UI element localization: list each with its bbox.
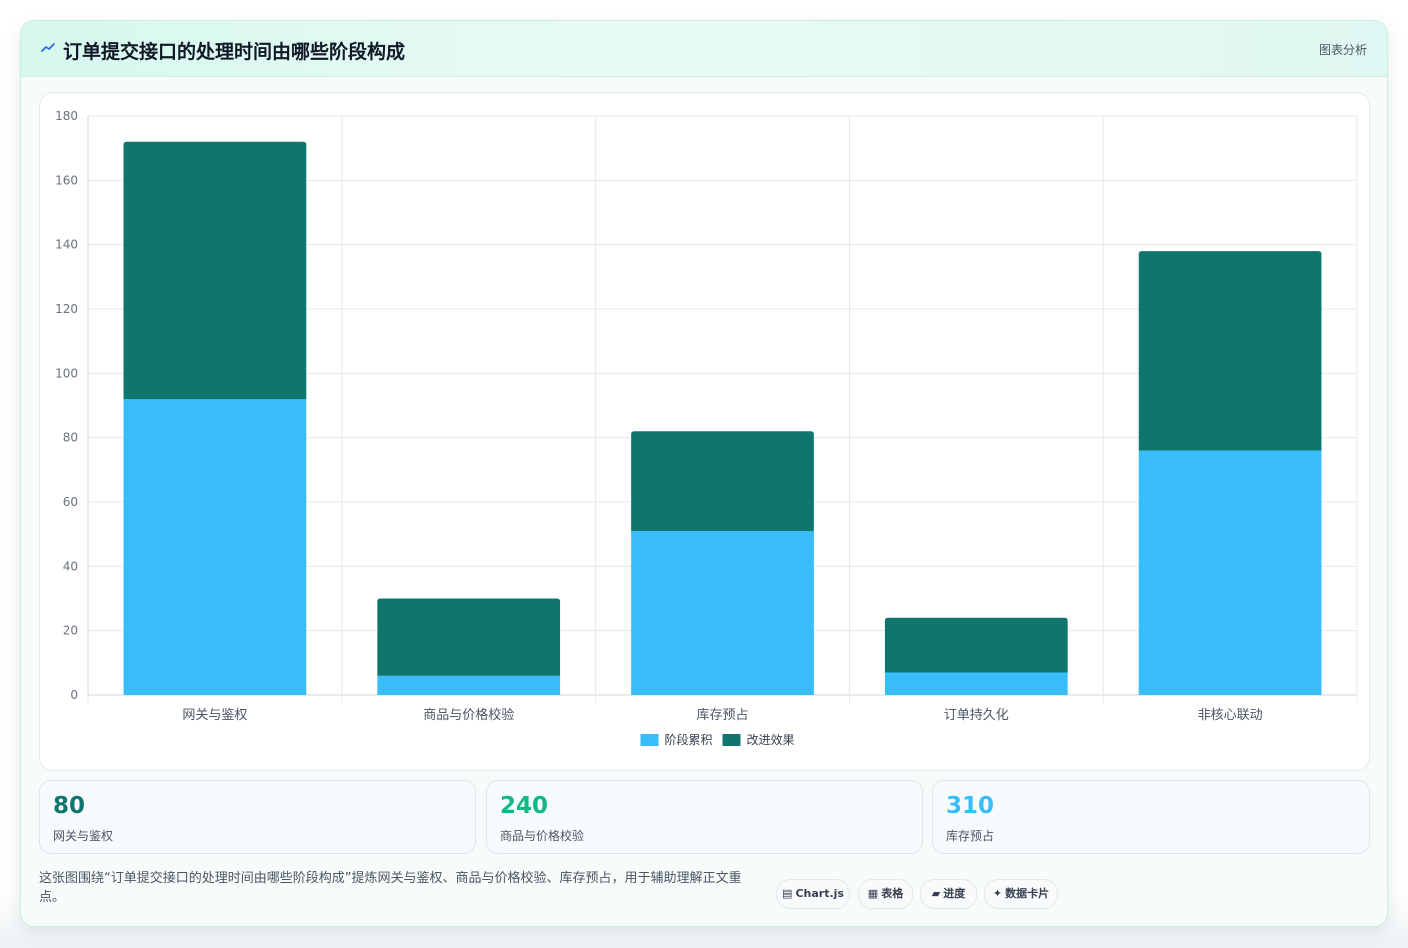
bar-segment-improvement-effect xyxy=(1138,251,1322,451)
y-tick-label: 160 xyxy=(55,173,78,187)
sparkle-icon: ✦ xyxy=(992,887,1003,900)
progress-icon: ▰ xyxy=(931,887,941,900)
stat-card-0: 80 网关与鉴权 xyxy=(39,780,476,854)
chart-icon: ▤ xyxy=(782,887,793,900)
bar-segment-improvement-effect xyxy=(631,431,814,531)
x-tick-label: 网关与鉴权 xyxy=(182,707,247,723)
x-tick-label: 订单持久化 xyxy=(944,708,1009,723)
legend-swatch xyxy=(722,734,741,746)
y-tick-label: 60 xyxy=(63,495,78,509)
chart-analysis-link[interactable]: 图表分析 xyxy=(1318,43,1367,57)
x-tick-label: 商品与价格校验 xyxy=(423,707,514,723)
card-header: 订单提交接口的处理时间由哪些阶段构成 图表分析 xyxy=(21,21,1387,77)
y-tick-label: 140 xyxy=(55,238,78,252)
sparkline-icon xyxy=(41,43,55,52)
legend-label: 改进效果 xyxy=(747,732,795,747)
table-icon: ▦ xyxy=(867,887,879,900)
chart-panel: 0 20 40 60 80 100 120 140 160 180 网关与鉴权 商品与价格校验 库存预占… xyxy=(39,92,1370,771)
pill-label: 数据卡片 xyxy=(1005,887,1050,900)
y-tick-label: 100 xyxy=(55,366,78,380)
stat-value: 240 xyxy=(500,793,549,819)
legend-swatch xyxy=(640,734,659,746)
bar-segment-stage-cumulative xyxy=(123,399,307,695)
stat-value: 310 xyxy=(946,793,995,819)
bar-segment-stage-cumulative xyxy=(377,675,561,695)
x-tick-label: 非核心联动 xyxy=(1198,708,1263,723)
bar-segment-stage-cumulative xyxy=(1138,450,1322,695)
stat-card-1: 240 商品与价格校验 xyxy=(486,780,923,854)
bar-segment-stage-cumulative xyxy=(884,672,1068,695)
stat-card-2: 310 库存预占 xyxy=(932,780,1370,854)
y-tick-label: 80 xyxy=(63,431,78,445)
pill-chartjs[interactable]: ▤ Chart.js xyxy=(776,879,850,909)
chart-card: 订单提交接口的处理时间由哪些阶段构成 图表分析 0 20 40 60 80 100 120 1… xyxy=(20,20,1388,927)
pill-label: 表格 xyxy=(881,887,904,900)
stat-value: 80 xyxy=(53,793,86,819)
bar-segment-stage-cumulative xyxy=(631,530,814,695)
stat-label: 商品与价格校验 xyxy=(500,829,585,843)
y-tick-label: 0 xyxy=(70,688,78,702)
bar-segment-improvement-effect xyxy=(377,598,561,676)
pill-label: Chart.js xyxy=(795,887,844,900)
legend-label: 阶段累积 xyxy=(665,732,713,747)
stacked-bar-chart: 0 20 40 60 80 100 120 140 160 180 网关与鉴权 商品与价格校验 库存预占… xyxy=(55,109,1358,747)
chart-description: 这张图围绕“订单提交接口的处理时间由哪些阶段构成”提炼网关与鉴权、商品与价格校验… xyxy=(39,871,742,905)
bar-segment-improvement-effect xyxy=(884,617,1068,673)
y-tick-label: 180 xyxy=(55,109,78,123)
y-tick-label: 120 xyxy=(55,302,78,316)
x-tick-label: 库存预占 xyxy=(696,707,748,723)
stat-label: 库存预占 xyxy=(946,829,995,843)
y-tick-label: 20 xyxy=(63,624,78,638)
pill-label: 进度 xyxy=(943,887,966,900)
y-tick-label: 40 xyxy=(63,559,78,573)
pill-table[interactable]: ▦ 表格 xyxy=(858,879,913,909)
stat-label: 网关与鉴权 xyxy=(53,829,114,843)
pill-progress[interactable]: ▰ 进度 xyxy=(920,879,977,909)
bar-segment-improvement-effect xyxy=(123,141,307,400)
page-title: 订单提交接口的处理时间由哪些阶段构成 xyxy=(63,41,406,63)
pill-data-cards[interactable]: ✦ 数据卡片 xyxy=(984,879,1058,909)
